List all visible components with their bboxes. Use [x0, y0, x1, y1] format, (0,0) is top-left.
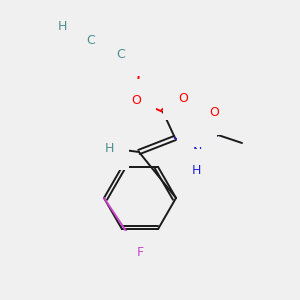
Text: F: F [136, 245, 144, 259]
Text: C: C [87, 34, 95, 46]
Text: H: H [57, 20, 67, 34]
Text: O: O [178, 92, 188, 104]
Text: O: O [131, 94, 141, 106]
Text: H: H [104, 142, 114, 154]
Text: C: C [117, 47, 125, 61]
Text: O: O [209, 106, 219, 119]
Text: H: H [191, 164, 201, 176]
Text: N: N [192, 146, 202, 160]
